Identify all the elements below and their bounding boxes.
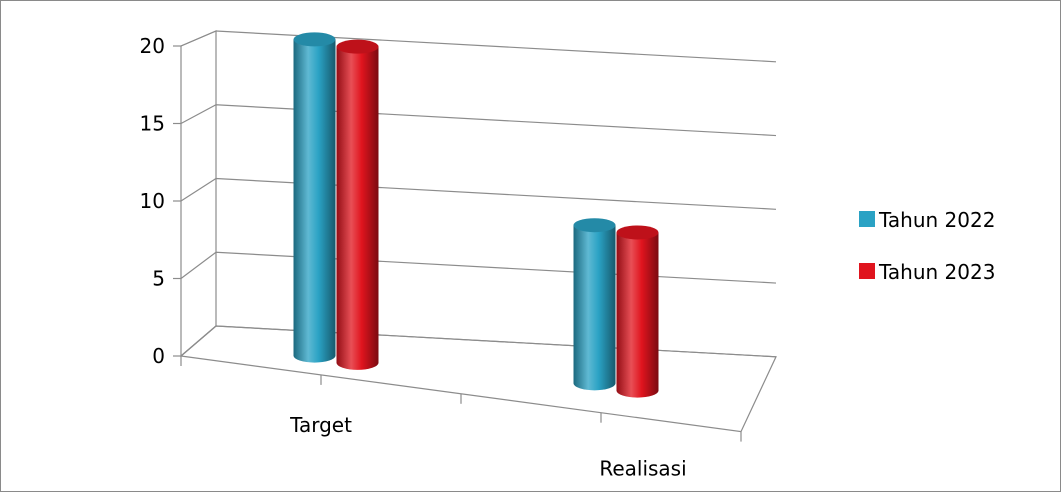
y-tick-label: 15 [140,112,165,136]
bar-series [293,32,659,398]
y-tick-label: 10 [140,189,165,213]
legend-label: Tahun 2022 [878,208,995,232]
gridline [180,325,777,358]
x-axis-category-labels: Target Realisasi [289,413,687,480]
gridline [180,251,777,284]
legend-item: Tahun 2022 [859,208,995,232]
gridline [180,177,777,210]
bar [293,32,336,363]
gridline [180,30,777,63]
legend-label: Tahun 2023 [878,260,995,284]
legend-item: Tahun 2023 [859,260,995,284]
legend-swatch [859,263,875,279]
y-tick-label: 0 [152,344,165,368]
y-axis-tick-labels: 0 5 10 15 20 [140,34,165,368]
category-label: Realisasi [599,456,686,480]
left-wall [180,30,217,358]
gridline [180,104,777,137]
y-tick-label: 5 [152,267,165,291]
category-label: Target [289,413,352,437]
bar [616,225,659,398]
legend: Tahun 2022 Tahun 2023 [859,208,995,284]
y-tick-label: 20 [140,34,165,58]
gridlines [173,30,777,442]
bar [336,39,379,370]
chart-walls [179,30,777,433]
bar [573,218,616,391]
legend-swatch [859,211,875,227]
floor [179,325,777,433]
